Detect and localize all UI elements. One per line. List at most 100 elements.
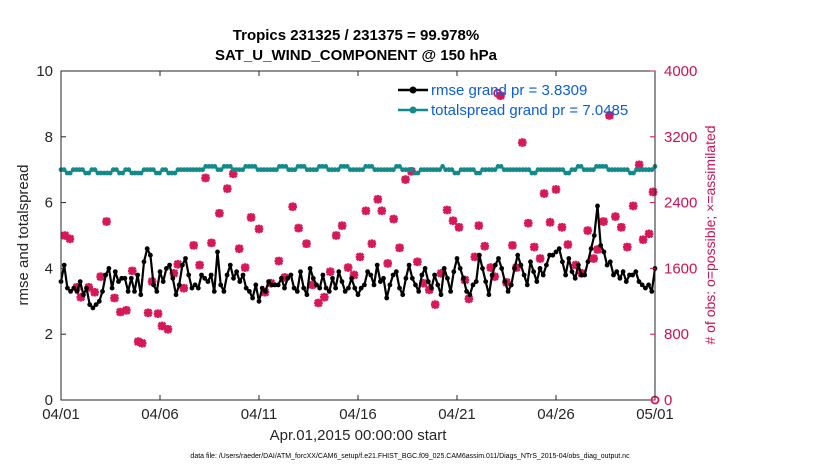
rmse-point bbox=[368, 272, 374, 278]
totalspread-point bbox=[314, 167, 319, 173]
rmse-point bbox=[122, 275, 128, 281]
obs-assimilated-marker bbox=[480, 241, 490, 251]
rmse-point bbox=[160, 279, 166, 284]
obs-assimilated-marker bbox=[60, 231, 70, 240]
rmse-point bbox=[553, 249, 559, 255]
rmse-point bbox=[620, 269, 626, 275]
rmse-point bbox=[74, 289, 80, 294]
totalspread-point bbox=[120, 170, 125, 176]
obs-assimilated-marker bbox=[454, 222, 464, 232]
rmse-point bbox=[339, 279, 345, 284]
rmse-point bbox=[208, 272, 214, 278]
rmse-point bbox=[646, 282, 651, 288]
legend-totalspread-label: totalspread grand pr = 7.0485 bbox=[431, 102, 628, 119]
rmse-point bbox=[492, 262, 498, 268]
rmse-point bbox=[170, 275, 176, 281]
rmse-point bbox=[253, 282, 259, 288]
totalspread-point bbox=[391, 167, 396, 173]
totalspread-point bbox=[369, 164, 375, 169]
rmse-point bbox=[349, 275, 354, 281]
obs-assimilated-marker bbox=[583, 226, 592, 235]
obs-assimilated-marker bbox=[153, 309, 163, 318]
obs-assimilated-marker bbox=[638, 235, 648, 244]
legend-totalspread-marker bbox=[409, 106, 417, 114]
obs-assimilated-marker bbox=[611, 212, 620, 221]
rmse-point bbox=[355, 292, 361, 298]
rmse-point bbox=[227, 262, 233, 268]
obs-assimilated-marker bbox=[389, 214, 398, 224]
y-axis-label: rmse and totalspread bbox=[15, 165, 32, 306]
rmse-point bbox=[224, 272, 230, 278]
rmse-point bbox=[330, 275, 335, 281]
obs-assimilated-marker bbox=[137, 338, 147, 348]
obs-assimilated-marker bbox=[254, 224, 264, 234]
rmse-point bbox=[141, 259, 147, 265]
rmse-point bbox=[505, 289, 511, 294]
rmse-point bbox=[400, 292, 406, 298]
obs-assimilated-marker bbox=[622, 242, 632, 252]
y-right-tick-label: 0 bbox=[664, 392, 672, 409]
totalspread-point bbox=[126, 167, 132, 173]
obs-assimilated-marker bbox=[294, 223, 303, 233]
rmse-point bbox=[419, 272, 425, 278]
rmse-point bbox=[192, 282, 198, 288]
rmse-point bbox=[633, 269, 639, 275]
rmse-point bbox=[326, 289, 332, 294]
obs-assimilated-marker bbox=[331, 231, 341, 240]
rmse-point bbox=[464, 289, 469, 294]
y-tick-label: 0 bbox=[45, 392, 53, 409]
rmse-point bbox=[521, 272, 527, 278]
rmse-point bbox=[499, 266, 505, 271]
obs-assimilated-marker bbox=[127, 266, 137, 276]
totalspread-point bbox=[397, 164, 402, 169]
plot-area bbox=[61, 71, 655, 400]
obs-assimilated-marker bbox=[535, 254, 545, 263]
totalspread-point bbox=[323, 164, 329, 169]
rmse-point bbox=[387, 282, 393, 288]
totalspread-point bbox=[107, 170, 113, 176]
chart-title-line1: Tropics 231325 / 231375 = 99.978% bbox=[233, 27, 479, 44]
obs-assimilated-marker bbox=[401, 175, 410, 184]
rmse-point bbox=[524, 282, 530, 288]
totalspread-point bbox=[624, 167, 630, 173]
rmse-point bbox=[285, 275, 291, 281]
obs-assimilated-marker bbox=[413, 257, 422, 267]
rmse-point bbox=[291, 285, 297, 291]
obs-assimilated-marker bbox=[464, 294, 474, 304]
obs-assimilated-marker bbox=[605, 111, 614, 120]
totalspread-point bbox=[114, 167, 119, 173]
totalspread-point bbox=[172, 170, 178, 176]
rmse-point bbox=[585, 259, 591, 265]
obs-assimilated-marker bbox=[189, 241, 198, 250]
rmse-point bbox=[189, 285, 195, 291]
rmse-point bbox=[77, 279, 83, 284]
totalspread-point bbox=[163, 167, 169, 173]
totalspread-point bbox=[292, 167, 298, 173]
rmse-point bbox=[314, 282, 319, 288]
rmse-point bbox=[151, 282, 157, 288]
rmse-point bbox=[473, 279, 479, 284]
rmse-point bbox=[202, 275, 208, 281]
rmse-point bbox=[317, 285, 323, 291]
obs-assimilated-marker bbox=[436, 269, 446, 278]
totalspread-point bbox=[578, 164, 584, 169]
obs-assimilated-marker bbox=[523, 218, 533, 228]
rmse-point bbox=[275, 282, 281, 288]
rmse-point bbox=[144, 246, 150, 252]
totalspread-point bbox=[344, 164, 350, 169]
y-tick-label: 8 bbox=[45, 129, 53, 146]
obs-assimilated-marker bbox=[207, 238, 216, 248]
rmse-point bbox=[409, 275, 415, 281]
obs-assimilated-marker bbox=[157, 321, 167, 331]
rmse-point bbox=[176, 282, 182, 288]
obs-assimilated-marker bbox=[314, 298, 323, 308]
rmse-point bbox=[68, 289, 73, 294]
obs-assimilated-marker bbox=[223, 184, 232, 193]
rmse-point bbox=[167, 262, 173, 268]
x-tick-label: 04/26 bbox=[537, 406, 575, 423]
rmse-point bbox=[61, 262, 67, 268]
rmse-point bbox=[374, 262, 380, 268]
totalspread-point bbox=[591, 167, 596, 173]
x-tick-label: 04/11 bbox=[241, 406, 277, 423]
